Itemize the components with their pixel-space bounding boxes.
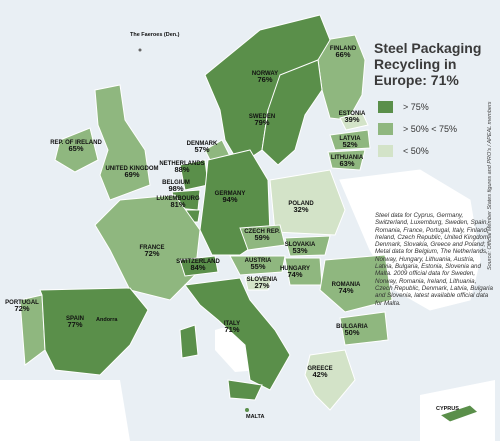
- label-poland-value: 32%: [293, 205, 308, 214]
- label-portugal-name: PORTUGAL: [5, 300, 39, 306]
- label-romania-name: ROMANIA: [332, 282, 361, 288]
- country-latvia: [329, 129, 371, 151]
- label-austria-name: AUSTRIA: [245, 258, 272, 264]
- country-czech-republic: [239, 224, 286, 251]
- label-finland-name: FINLAND: [330, 46, 357, 52]
- label-sweden-value: 79%: [254, 118, 269, 127]
- country-slovakia: [284, 235, 331, 257]
- label-hungary-name: HUNGARY: [280, 266, 310, 272]
- legend-label-low: < 50%: [403, 146, 429, 156]
- label-ireland-value: 65%: [68, 144, 83, 153]
- label-france-value: 72%: [144, 249, 159, 258]
- label-greece-value: 42%: [312, 370, 327, 379]
- label-bulgaria-value: 50%: [344, 328, 359, 337]
- label-uk-value: 69%: [124, 170, 139, 179]
- label-belgium-name: BELGIUM: [162, 180, 190, 186]
- country-greece: [304, 349, 356, 411]
- country-sweden: [261, 59, 323, 166]
- country-bulgaria: [339, 311, 389, 346]
- label-lithuania-name: LITHUANIA: [331, 155, 364, 161]
- label-poland-name: POLAND: [288, 201, 314, 207]
- label-latvia-name: LATVIA: [339, 136, 361, 142]
- label-czech-name: CZECH REP.: [244, 229, 280, 235]
- nonmember-africa-land: [0, 380, 130, 441]
- label-faeroes: The Faeroes (Den.): [130, 32, 180, 38]
- label-uk-name: UNITED KINGDOM: [106, 166, 159, 172]
- label-germany-name: GERMANY: [215, 191, 246, 197]
- country-labels: FINLAND 66% NORWAY 76% SWEDEN 79% ESTONI…: [5, 46, 368, 379]
- label-luxembourg-name: LUXEMBOURG: [156, 196, 200, 202]
- island-malta: [245, 408, 249, 412]
- label-slovakia-value: 53%: [292, 246, 307, 255]
- legend-item-high: > 75%: [378, 98, 429, 116]
- place-labels: The Faeroes (Den.) Andorra MALTA CYPRUS: [96, 32, 459, 420]
- country-romania: [319, 254, 393, 313]
- label-netherlands-name: NETHERLANDS: [159, 161, 204, 167]
- label-hungary-value: 74%: [287, 270, 302, 279]
- label-estonia-name: ESTONIA: [339, 111, 366, 117]
- label-denmark-value: 57%: [194, 145, 209, 154]
- label-belgium-value: 98%: [168, 184, 183, 193]
- label-czech-value: 59%: [254, 233, 269, 242]
- legend-item-mid: > 50% < 75%: [378, 120, 457, 138]
- label-denmark-name: DENMARK: [187, 141, 218, 147]
- island-sardinia: [179, 324, 199, 359]
- label-romania-value: 74%: [338, 286, 353, 295]
- label-luxembourg-value: 81%: [170, 200, 185, 209]
- label-austria-value: 55%: [250, 262, 265, 271]
- legend-item-low: < 50%: [378, 142, 429, 160]
- label-italy-value: 71%: [224, 325, 239, 334]
- label-slovenia-name: SLOVENIA: [247, 277, 278, 283]
- island-cyprus: [438, 404, 479, 423]
- legend-label-mid: > 50% < 75%: [403, 124, 458, 134]
- legend-label-high: > 75%: [403, 102, 429, 112]
- label-greece-name: GREECE: [307, 366, 332, 372]
- label-lithuania-value: 63%: [339, 159, 354, 168]
- country-austria: [229, 255, 286, 276]
- label-latvia-value: 52%: [342, 140, 357, 149]
- label-norway-value: 76%: [257, 75, 272, 84]
- label-france-name: FRANCE: [140, 245, 165, 251]
- label-netherlands-value: 88%: [174, 165, 189, 174]
- label-cyprus: CYPRUS: [436, 406, 459, 412]
- data-footnote: Steel data for Cyprus, Germany, Switzerl…: [375, 212, 493, 307]
- country-lithuania: [327, 149, 366, 171]
- country-estonia: [339, 111, 369, 131]
- country-switzerland: [179, 255, 219, 277]
- label-spain-name: SPAIN: [66, 316, 84, 322]
- label-portugal-value: 72%: [14, 304, 29, 313]
- country-united-kingdom: [94, 84, 151, 201]
- map-title: Steel Packaging Recycling in Europe: 71%: [374, 40, 482, 88]
- country-ireland: [54, 127, 99, 173]
- legend-swatch-high: [378, 101, 393, 113]
- label-ireland-name: REP. OF IRELAND: [50, 140, 102, 146]
- label-switzerland-value: 84%: [190, 263, 205, 272]
- country-italy: [184, 277, 291, 391]
- label-finland-value: 66%: [335, 50, 350, 59]
- country-spain: [39, 287, 149, 376]
- label-slovenia-value: 27%: [254, 281, 269, 290]
- country-slovenia: [244, 276, 273, 291]
- country-france: [94, 194, 201, 301]
- label-italy-name: ITALY: [224, 321, 240, 327]
- label-norway-name: NORWAY: [252, 71, 278, 77]
- legend-swatch-low: [378, 145, 393, 157]
- country-poland: [269, 169, 346, 236]
- label-slovakia-name: SLOVAKIA: [285, 242, 316, 248]
- label-estonia-value: 39%: [344, 115, 359, 124]
- label-andorra: Andorra: [96, 317, 118, 323]
- legend-swatch-mid: [378, 123, 393, 135]
- label-switzerland-name: SWITZERLAND: [176, 259, 220, 265]
- label-bulgaria-name: BULGARIA: [336, 324, 368, 330]
- island-sicily: [227, 379, 263, 401]
- label-sweden-name: SWEDEN: [249, 114, 275, 120]
- label-germany-value: 94%: [222, 195, 237, 204]
- label-spain-value: 77%: [67, 320, 82, 329]
- faeroes-marker: [138, 48, 142, 52]
- label-malta: MALTA: [246, 414, 264, 420]
- source-note: Source: Official Member States figures a…: [487, 101, 493, 270]
